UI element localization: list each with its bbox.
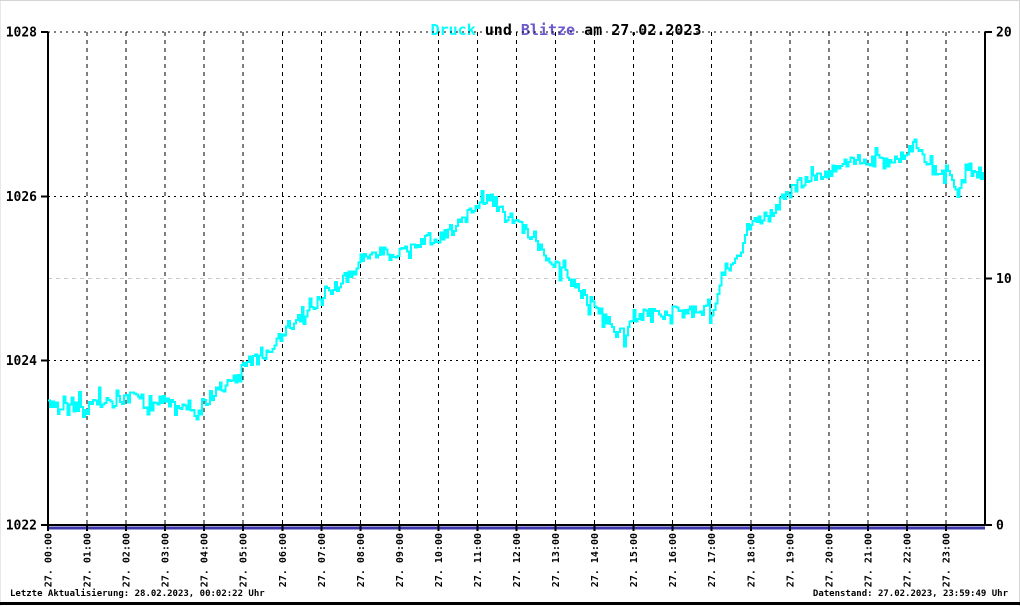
x-tick-label: 27. 17:00: [707, 533, 718, 587]
x-tick-label: 27. 05:00: [239, 533, 250, 587]
x-tick-label: 27. 21:00: [863, 533, 874, 587]
y-right-tick-label: 20: [996, 26, 1012, 41]
x-tick-label: 27. 23:00: [941, 533, 952, 587]
x-tick-label: 27. 18:00: [746, 533, 757, 587]
title-und-text: und: [475, 21, 521, 39]
x-tick-label: 27. 01:00: [83, 533, 94, 587]
x-tick-label: 27. 08:00: [356, 533, 367, 587]
x-tick-label: 27. 02:00: [122, 533, 133, 587]
y-left-tick-label: 1022: [6, 519, 37, 534]
y-left-tick-label: 1028: [6, 26, 37, 41]
x-tick-label: 27. 10:00: [434, 533, 445, 587]
druck-series: [48, 138, 984, 421]
y-right-tick-label: 0: [996, 519, 1004, 534]
x-axis-labels: 27. 00:00 27. 01:00 27. 02:00 27. 03:00 27. …: [44, 533, 953, 587]
x-tick-label: 27. 06:00: [278, 533, 289, 587]
x-tick-label: 27. 04:00: [200, 533, 211, 587]
y-left-tick-label: 1026: [6, 190, 37, 205]
y-left-labels: 1022 1024 1026 1028: [6, 26, 37, 534]
last-update-text: Letzte Aktualisierung: 28.02.2023, 00:02…: [10, 589, 265, 599]
axes: [41, 31, 992, 531]
y-right-labels: 0 10 20: [996, 26, 1012, 534]
y-right-tick-label: 10: [996, 272, 1012, 287]
x-tick-label: 27. 11:00: [473, 533, 484, 587]
x-tick-label: 27. 19:00: [785, 533, 796, 587]
y-left-tick-label: 1024: [6, 354, 37, 369]
x-tick-label: 27. 13:00: [551, 533, 562, 587]
druck-series-line: [48, 138, 984, 421]
x-tick-label: 27. 14:00: [590, 533, 601, 587]
title-blitze-label: Blitze: [520, 21, 576, 39]
x-tick-label: 27. 20:00: [824, 533, 835, 587]
title-druck-label: Druck: [430, 21, 476, 39]
x-tick-label: 27. 07:00: [317, 533, 328, 587]
x-tick-label: 27. 22:00: [902, 533, 913, 587]
x-tick-label: 27. 16:00: [668, 533, 679, 587]
x-tick-label: 27. 12:00: [512, 533, 523, 587]
bottom-divider: [0, 602, 1020, 605]
x-tick-label: 27. 03:00: [161, 533, 172, 587]
x-tick-label: 27. 15:00: [629, 533, 640, 587]
x-tick-label: 27. 09:00: [395, 533, 406, 587]
x-tick-label: 27. 00:00: [44, 533, 55, 587]
grid-lines: [48, 31, 985, 524]
data-timestamp-text: Datenstand: 27.02.2023, 23:59:49 Uhr: [812, 589, 1008, 599]
